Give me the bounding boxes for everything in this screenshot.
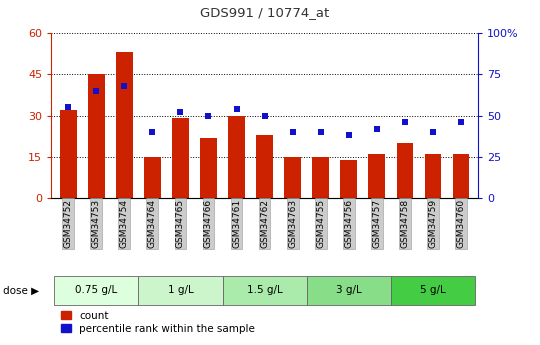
Bar	[424, 154, 441, 198]
Text: 0.75 g/L: 0.75 g/L	[75, 285, 117, 295]
Bar	[88, 74, 105, 198]
Text: GSM34753: GSM34753	[92, 199, 100, 248]
Bar	[340, 160, 357, 198]
FancyBboxPatch shape	[222, 276, 307, 305]
Point	[345, 133, 353, 138]
Text: GSM34762: GSM34762	[260, 199, 269, 248]
Bar	[256, 135, 273, 198]
Point	[148, 129, 157, 135]
Point	[176, 109, 185, 115]
Point	[120, 83, 129, 89]
Text: GSM34756: GSM34756	[345, 199, 353, 248]
FancyBboxPatch shape	[54, 276, 138, 305]
Point	[288, 129, 297, 135]
Text: GSM34764: GSM34764	[148, 199, 157, 248]
Text: 1.5 g/L: 1.5 g/L	[247, 285, 282, 295]
Point	[92, 88, 100, 93]
Bar	[172, 118, 189, 198]
Text: 1 g/L: 1 g/L	[167, 285, 193, 295]
FancyBboxPatch shape	[391, 276, 475, 305]
Bar	[368, 154, 385, 198]
Point	[64, 105, 72, 110]
Point	[429, 129, 437, 135]
Text: GSM34758: GSM34758	[401, 199, 409, 248]
Point	[204, 113, 213, 118]
Text: GDS991 / 10774_at: GDS991 / 10774_at	[200, 6, 329, 19]
Point	[401, 119, 409, 125]
Text: GSM34757: GSM34757	[373, 199, 381, 248]
Bar	[144, 157, 161, 198]
FancyBboxPatch shape	[307, 276, 391, 305]
Bar	[453, 154, 469, 198]
Legend: count, percentile rank within the sample: count, percentile rank within the sample	[57, 307, 259, 338]
Point	[373, 126, 381, 131]
Text: dose ▶: dose ▶	[3, 286, 39, 296]
Bar	[228, 116, 245, 198]
FancyBboxPatch shape	[138, 276, 222, 305]
Text: GSM34766: GSM34766	[204, 199, 213, 248]
Text: GSM34755: GSM34755	[316, 199, 325, 248]
Point	[457, 119, 465, 125]
Point	[316, 129, 325, 135]
Bar	[116, 52, 133, 198]
Text: 3 g/L: 3 g/L	[336, 285, 362, 295]
Text: 5 g/L: 5 g/L	[420, 285, 446, 295]
Text: GSM34760: GSM34760	[456, 199, 465, 248]
Text: GSM34761: GSM34761	[232, 199, 241, 248]
Bar	[200, 138, 217, 198]
Bar	[60, 110, 77, 198]
Text: GSM34759: GSM34759	[429, 199, 437, 248]
Bar	[312, 157, 329, 198]
Text: GSM34763: GSM34763	[288, 199, 297, 248]
Point	[232, 106, 241, 112]
Text: GSM34752: GSM34752	[64, 199, 73, 248]
Text: GSM34754: GSM34754	[120, 199, 129, 248]
Point	[260, 113, 269, 118]
Text: GSM34765: GSM34765	[176, 199, 185, 248]
Bar	[284, 157, 301, 198]
Bar	[396, 143, 413, 198]
